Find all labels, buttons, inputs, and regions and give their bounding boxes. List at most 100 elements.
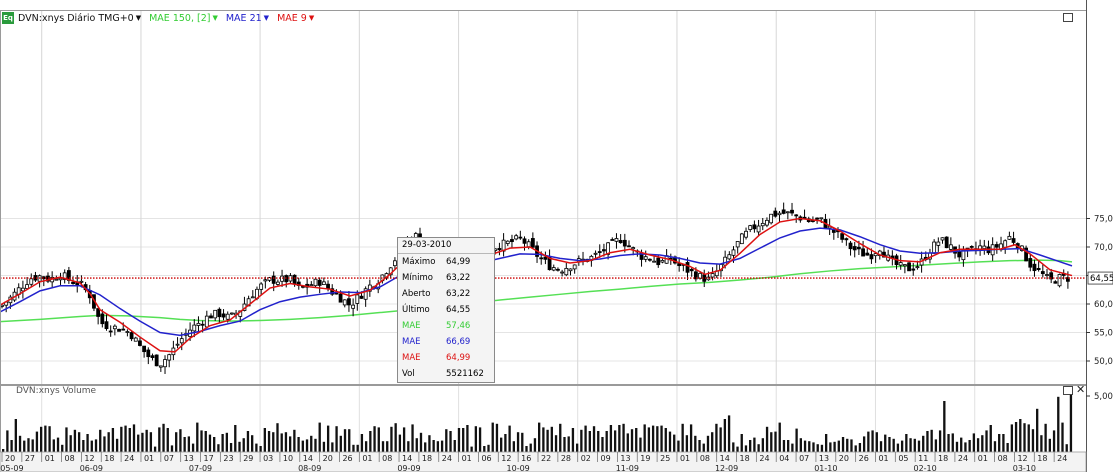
candle-body xyxy=(150,355,155,358)
volume-bar xyxy=(326,425,330,452)
month-label: 06-09 xyxy=(80,464,103,472)
legend-mae-150[interactable]: MAE 150, [2] ▼ xyxy=(149,13,218,24)
volume-bar xyxy=(381,441,385,452)
day-label: 16 xyxy=(521,454,531,463)
candle-body xyxy=(936,241,941,246)
day-label: 12 xyxy=(501,454,511,463)
candle xyxy=(213,309,218,321)
volume-bar xyxy=(896,443,900,452)
legend-mae-21[interactable]: MAE 21 ▼ xyxy=(226,13,269,24)
volume-bar xyxy=(837,440,840,452)
volume-bar xyxy=(723,419,727,452)
price-tick-label: 70,0 xyxy=(1094,243,1113,253)
candle xyxy=(1011,231,1016,245)
volume-bar xyxy=(288,436,292,452)
candle-body xyxy=(292,274,297,285)
volume-bar xyxy=(1027,424,1030,452)
volume-bar xyxy=(533,438,537,452)
day-label: 18 xyxy=(422,454,432,463)
volume-bar xyxy=(850,439,853,452)
candle-body xyxy=(505,240,510,244)
volume-bar xyxy=(833,441,836,452)
candle-body xyxy=(622,239,627,247)
volume-bar xyxy=(217,444,220,452)
data-tooltip: 29-03-2010 Máximo 64,99 Mínimo 63,22 Aberto 6… xyxy=(397,237,495,383)
volume-bar xyxy=(196,422,199,452)
day-label: 06 xyxy=(481,454,491,463)
candle xyxy=(129,330,134,342)
candle xyxy=(25,277,29,291)
candle-body xyxy=(627,245,631,248)
volume-bars xyxy=(2,392,1073,452)
volume-bar xyxy=(727,415,731,452)
day-label: 08 xyxy=(998,454,1008,463)
volume-bar xyxy=(166,428,169,452)
volume-bar xyxy=(474,426,478,452)
candle xyxy=(873,251,878,263)
legend-mae-9[interactable]: MAE 9 ▼ xyxy=(277,13,314,24)
volume-bar xyxy=(740,434,743,452)
volume-bar xyxy=(913,438,916,452)
candle xyxy=(146,347,151,365)
volume-bar xyxy=(339,435,342,452)
tooltip-row-value: 64,99 xyxy=(446,353,471,363)
candle-body xyxy=(618,240,623,244)
volume-bar xyxy=(1036,408,1039,452)
candle xyxy=(748,224,753,233)
candle-body xyxy=(902,264,907,267)
candle xyxy=(217,307,222,323)
tooltip-row-label: Máximo xyxy=(402,257,436,267)
volume-bar xyxy=(213,437,216,452)
candle-body xyxy=(898,262,903,266)
volume-bar xyxy=(525,446,528,452)
candle-body xyxy=(338,293,343,303)
volume-bar xyxy=(753,437,756,452)
candle xyxy=(163,355,167,374)
volume-bar xyxy=(639,437,642,452)
maximize-price-panel-icon[interactable] xyxy=(1063,13,1073,22)
volume-bar xyxy=(597,431,600,452)
volume-bar xyxy=(352,444,355,452)
close-volume-panel-icon[interactable]: ✕ xyxy=(1076,383,1086,396)
volume-bar xyxy=(424,442,427,452)
candle-body xyxy=(752,224,757,230)
candle xyxy=(96,307,101,325)
tooltip-row-value: 64,55 xyxy=(446,305,471,315)
volume-bar xyxy=(643,424,646,452)
volume-bar xyxy=(149,432,153,452)
day-label: 26 xyxy=(342,454,352,463)
candle-body xyxy=(539,257,544,260)
candle-body xyxy=(175,343,180,346)
candle-body xyxy=(79,280,84,283)
candle xyxy=(898,254,903,270)
instrument-selector[interactable]: DVN:xnys Diário TMG+0 ▼ xyxy=(18,13,141,24)
volume-bar xyxy=(761,438,765,452)
candle-body xyxy=(250,296,255,299)
candle xyxy=(167,353,172,368)
mae-9-path xyxy=(0,217,1073,353)
candle-body xyxy=(526,241,531,248)
volume-bar xyxy=(673,434,676,452)
volume-bar xyxy=(829,442,832,452)
volume-bar xyxy=(373,426,376,452)
candle xyxy=(911,262,916,276)
volume-bar xyxy=(445,429,448,452)
day-label: 19 xyxy=(640,454,650,463)
mae-150-line xyxy=(0,259,1073,323)
candle-body xyxy=(911,268,916,271)
maximize-volume-panel-icon[interactable] xyxy=(1063,386,1073,395)
volume-bar xyxy=(284,432,288,452)
volume-bar xyxy=(162,423,165,452)
candle xyxy=(1028,254,1033,272)
volume-bar xyxy=(90,440,93,452)
candle-body xyxy=(125,331,130,333)
candle-body xyxy=(1053,281,1058,284)
candle xyxy=(568,268,573,276)
candle-body xyxy=(915,266,920,269)
volume-bar xyxy=(48,426,51,452)
month-label: 08-09 xyxy=(298,464,321,472)
volume-bar xyxy=(356,444,359,452)
volume-bar xyxy=(546,429,549,452)
volume-bar xyxy=(500,437,503,452)
